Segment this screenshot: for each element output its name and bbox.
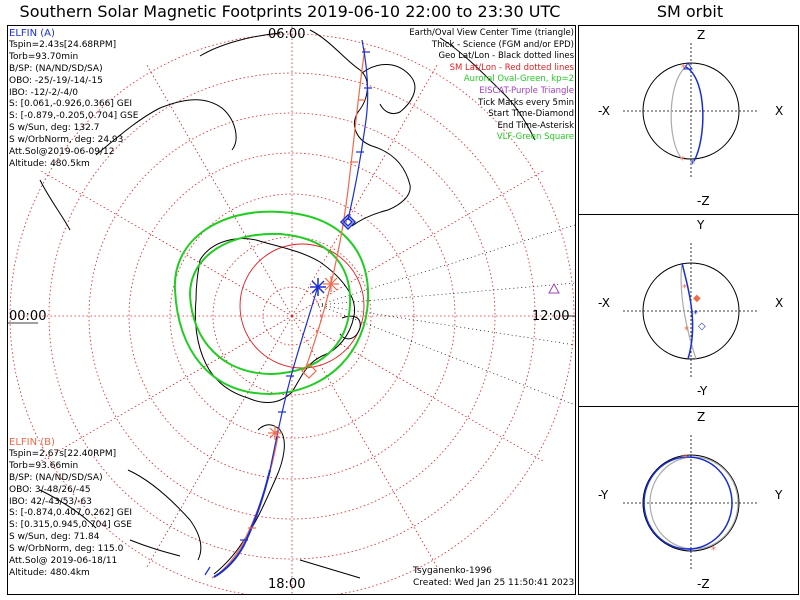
elfin-b-line: Att.Sol@ 2019-06-18/11 [9,556,118,567]
elfin-a-parameters: Tspin=2.43s[24.68RPM] Torb=93.70min B/SP: … [9,40,138,171]
geo-grid [317,224,575,406]
elfin-a-line: S: [-0.879,-0.205,0.704] GSE [9,111,139,122]
svg-text:*: * [682,283,687,294]
angle-label-left: 00:00 [9,309,47,324]
elfin-b-line: Torb=93.66min [9,460,79,471]
footprint-map-panel [7,25,576,595]
sm-p1-top-label: Z [697,28,706,42]
legend-item: EISCAT-Purple Triangle [479,85,574,96]
elfin-a-line: Altitude: 480.5km [9,158,90,169]
svg-text:*: * [690,159,695,170]
sm-orbit-panel [578,25,799,595]
elfin-b-name: ELFIN (B) [9,437,55,448]
elfin-b-info: ELFIN (B) Tspin=2.67s[22.40RPM] Torb=93.6… [9,437,132,580]
elfin-b-line: S: [0.315,0.945,0.704] GSE [9,520,132,531]
elfin-a-line: S w/Sun, deg: 132.7 [9,123,100,134]
legend-item: Geo Lat/Lon - Black dotted lines [438,51,574,62]
elfin-a-line: B/SP: (NA/ND/SD/SA) [9,63,103,74]
elfin-b-line: Altitude: 480.4km [9,567,90,578]
sm-p3-left-label: -Y [598,488,609,502]
legend-item: VLF-Green Square [496,132,574,143]
elfin-a-info: ELFIN (A) Tspin=2.43s[24.68RPM] Torb=93.7… [9,28,138,171]
sm-p3-right-label: Y [775,488,783,502]
elfin-b-line: S w/OrbNorm, deg: 115.0 [9,544,124,555]
elfin-b-parameters: Tspin=2.67s[22.40RPM] Torb=93.66min B/SP: … [9,449,132,580]
angle-label-right: 12:00 [532,309,570,324]
angle-label-bottom: 18:00 [268,577,306,592]
sm-orbit-yz: * * * [623,435,759,571]
plot-title: Southern Solar Magnetic Footprints 2019-… [19,2,561,21]
sm-p3-bottom-label: -Z [697,577,710,591]
tick-marks [204,51,372,576]
sm-p1-bottom-label: -Z [697,194,710,208]
map-axes [8,315,575,324]
sm-p2-left-label: -X [598,296,610,310]
svg-text:*: * [688,547,693,558]
elfin-b-line: S w/Sun, deg: 71.84 [9,532,100,543]
svg-text:◇: ◇ [698,321,706,332]
legend-item: Thick - Science (FGM and/or EPD) [431,39,574,50]
svg-text:*: * [711,545,716,556]
auroral-oval [173,210,370,396]
sm-orbit-divider-2 [578,406,799,407]
sm-orbit-plots: * * * * ◆ * ◇ * * * * [623,43,759,571]
model-label: Tsyganenko-1996 [413,566,492,576]
svg-text:*: * [693,309,698,320]
eiscat-triangle [548,282,560,294]
svg-text:◆: ◆ [693,293,701,304]
created-label: Created: Wed Jan 25 11:50:41 2023 [413,578,575,588]
elfin-a-line: IBO: -12/-2/-4/0 [9,87,78,98]
sm-p2-right-label: X [775,296,784,310]
elfin-a-end-asterisk [310,278,326,296]
elfin-a-line: Att.Sol@2019-06-09/12 [9,147,115,158]
legend-item: Tick Marks every 5min [478,97,574,108]
svg-text:*: * [684,325,689,336]
elfin-a-line: Torb=93.70min [9,51,79,62]
elfin-a-line: OBO: -25/-19/-14/-15 [9,75,103,86]
svg-text:*: * [680,155,685,166]
elfin-b-line: Tspin=2.67s[22.40RPM] [9,448,117,459]
sm-orbit-xz: * * * [623,43,759,179]
legend-item: End Time-Asterisk [497,120,574,131]
sm-p2-top-label: Y [697,218,705,232]
elfin-b-line: S: [-0.874,0.407,0.262] GEI [9,508,133,519]
sm-p2-bottom-label: -Y [697,384,708,398]
elfin-b-end-asterisk [323,276,339,292]
elfin-b-asterisk-south [268,426,282,440]
elfin-a-line: S w/OrbNorm, deg: 24.93 [9,135,124,146]
sm-p1-right-label: X [775,104,784,118]
elfin-a-line: S: [0.061,-0.926,0.366] GEI [9,99,133,110]
elfin-b-line: IBO: 42/-43/53/-63 [9,496,92,507]
sm-orbit-title: SM orbit [656,2,724,21]
elfin-a-track [213,39,369,578]
elfin-a-start-diamond [339,213,357,231]
svg-text:*: * [682,453,687,464]
legend-item: Start Time-Diamond [488,109,574,120]
sm-inner-circle [239,243,365,369]
svg-text:*: * [681,63,686,74]
sm-orbit-xy: * ◆ * ◇ * [623,243,759,379]
sm-orbit-divider-1 [578,214,799,215]
legend-item: SM Lat/Lon - Red dotted lines [449,62,574,73]
elfin-b-line: B/SP: (NA/ND/SD/SA) [9,472,103,483]
elfin-b-line: OBO: 3/-48/26/-45 [9,484,91,495]
angle-label-top: 06:00 [268,27,306,42]
legend-item: Earth/Oval View Center Time (triangle) [409,28,574,38]
sm-p1-left-label: -X [598,104,610,118]
elfin-a-line: Tspin=2.43s[24.68RPM] [9,39,117,50]
elfin-a-name: ELFIN (A) [9,28,55,39]
sm-p3-top-label: Z [697,410,706,424]
legend: Earth/Oval View Center Time (triangle) Th… [409,28,574,144]
legend-item: Auroral Oval-Green, kp=2 [463,74,574,85]
elfin-b-start-diamond [301,363,317,379]
